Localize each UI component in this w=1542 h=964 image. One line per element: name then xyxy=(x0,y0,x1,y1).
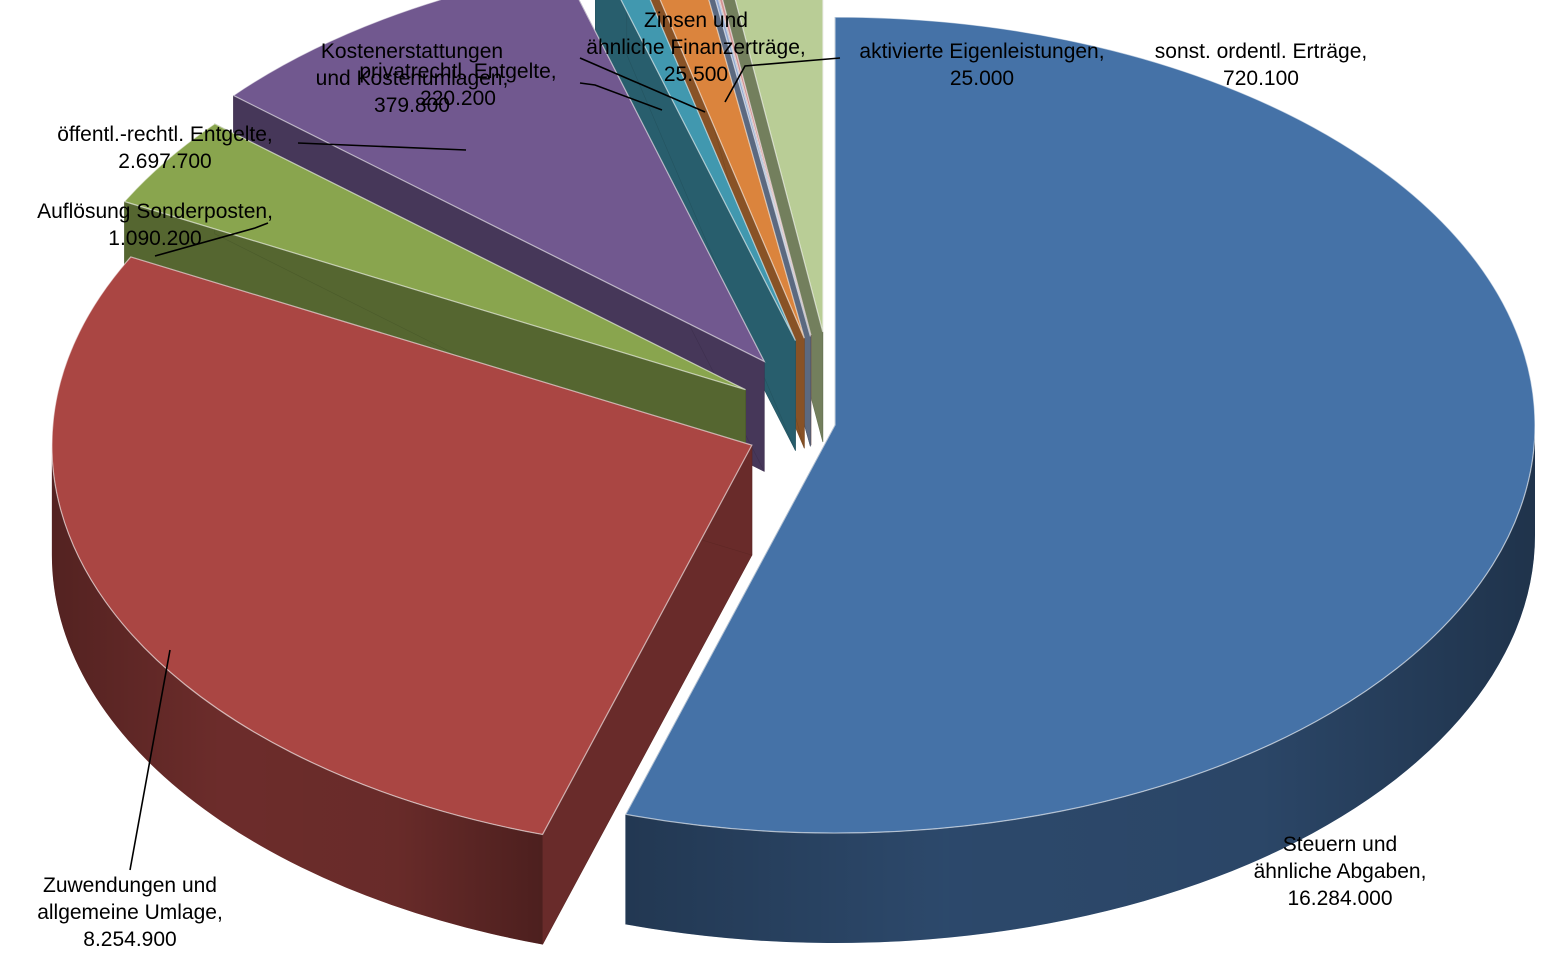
leader-line-6 xyxy=(724,57,841,103)
data-label-line: 25.000 xyxy=(950,67,1014,90)
data-label-8: aktivierte Eigenleistungen, 25.000 xyxy=(859,40,1104,90)
leader-line-4 xyxy=(579,82,663,111)
data-label-9: sonst. ordentl. Erträge, 720.100 xyxy=(1155,40,1367,90)
data-label-line: 16.284.000 xyxy=(1287,887,1392,910)
data-label-line: 2.697.700 xyxy=(118,150,211,173)
pie-slice-2 xyxy=(51,256,753,945)
pie-slices xyxy=(51,0,1536,945)
leader-line-2 xyxy=(154,222,269,257)
data-label-4: öffentl.-rechtl. Entgelte, 2.697.700 xyxy=(57,123,273,173)
pie-slice-1 xyxy=(624,16,1536,943)
data-label-line: allgemeine Umlage, xyxy=(37,901,223,924)
data-label-line: Auflösung Sonderposten, xyxy=(37,200,273,223)
data-label-line: öffentl.-rechtl. Entgelte, xyxy=(57,123,273,146)
data-label-line: 1.090.200 xyxy=(108,227,201,250)
data-labels: Steuern und ähnliche Abgaben, 16.284.000 Zu… xyxy=(37,9,1426,951)
data-label-line: 379.800 xyxy=(374,94,450,117)
data-label-1: Steuern und ähnliche Abgaben, 16.284.000 xyxy=(1254,833,1427,910)
data-label-line: 220.200 xyxy=(420,87,496,110)
data-label-line: privatrechtl. Entgelte, xyxy=(359,60,556,83)
data-label-line: und Kostenumlagen, xyxy=(316,67,509,90)
data-label-line: ähnliche Finanzerträge, xyxy=(586,36,805,59)
leader-line-5 xyxy=(579,57,706,113)
data-label-6: Kostenerstattungen und Kostenumlagen, 379.… xyxy=(316,40,509,117)
data-label-line: 8.254.900 xyxy=(83,928,176,951)
data-label-line: aktivierte Eigenleistungen, xyxy=(859,40,1104,63)
data-label-line: ähnliche Abgaben, xyxy=(1254,860,1427,883)
data-label-line: Zinsen und xyxy=(644,9,748,32)
leader-line-3 xyxy=(297,142,467,151)
data-label-7: Zinsen und ähnliche Finanzerträge, 25.500 xyxy=(586,9,805,86)
leader-lines xyxy=(129,57,841,871)
leader-line-1 xyxy=(129,649,171,871)
data-label-line: Steuern und xyxy=(1283,833,1397,856)
data-label-line: sonst. ordentl. Erträge, xyxy=(1155,40,1367,63)
data-label-line: Kostenerstattungen xyxy=(321,40,503,63)
data-label-2: Zuwendungen und allgemeine Umlage, 8.254.9… xyxy=(37,874,223,951)
data-label-line: 720.100 xyxy=(1223,67,1299,90)
data-label-line: Zuwendungen und xyxy=(43,874,217,897)
data-label-3: Auflösung Sonderposten, 1.090.200 xyxy=(37,200,273,250)
data-label-5: privatrechtl. Entgelte, 220.200 xyxy=(359,60,556,110)
data-label-line: 25.500 xyxy=(664,63,728,86)
